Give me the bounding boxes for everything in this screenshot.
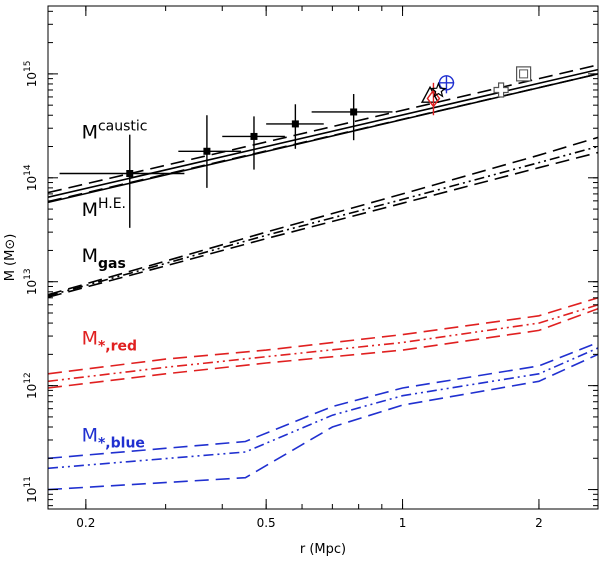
y-tick-base: 10 — [25, 488, 39, 503]
plot-frame — [47, 5, 599, 510]
data-point-binned-data — [222, 116, 285, 170]
x-tick-label: 1 — [399, 516, 407, 530]
y-tick-label: 1015 — [23, 61, 39, 88]
series-line-gas — [48, 145, 598, 297]
x-tick-label: 0.5 — [257, 516, 276, 530]
curve-label-sub: *,blue — [98, 436, 145, 452]
marker-filled-square — [250, 132, 258, 140]
series-line--red-upper — [48, 297, 598, 375]
axes-layer — [47, 5, 599, 510]
y-tick-exp: 15 — [23, 61, 33, 72]
curve-label-caustic: Mcaustic — [82, 118, 148, 143]
series-line--red — [48, 304, 598, 383]
y-tick-label-text: 1011 — [23, 476, 39, 503]
data-point-binned-data — [311, 94, 393, 141]
series-line-h-e- — [48, 73, 598, 204]
series-line--blue-upper — [48, 341, 598, 460]
y-axis-title: M (M⊙) — [3, 234, 18, 282]
x-tick-label: 2 — [535, 516, 543, 530]
y-tick-exp: 11 — [23, 476, 33, 487]
data-point-binned-data — [178, 115, 242, 188]
x-tick-label: 0.2 — [76, 516, 95, 530]
marker-star — [430, 81, 447, 98]
y-tick-base: 10 — [25, 176, 39, 191]
curve-label-gas: Mgas — [82, 245, 126, 272]
y-tick-exp: 13 — [23, 268, 33, 279]
curve-label--red: M*,red — [82, 327, 137, 354]
y-tick-exp: 12 — [23, 372, 33, 383]
y-tick-label-text: 1012 — [23, 372, 39, 399]
x-axis-title: r (Mpc) — [300, 542, 346, 557]
marker-filled-square — [291, 120, 299, 128]
curve-label--blue: M*,blue — [82, 425, 145, 452]
marker-square-inner — [519, 69, 529, 79]
curve-label-sub: gas — [98, 256, 126, 272]
curve-label-base: M — [82, 327, 98, 349]
series-line-gas-upper — [48, 136, 598, 296]
y-tick-base: 10 — [25, 72, 39, 87]
curve-label-base: M — [82, 199, 98, 221]
series-line-gas-lower — [48, 151, 598, 298]
marker-cross — [493, 82, 509, 98]
y-tick-label: 1013 — [23, 268, 39, 295]
curve-label-h-e-: MH.E. — [82, 196, 126, 221]
data-point-star — [430, 81, 447, 98]
marker-filled-square — [350, 108, 358, 116]
data-point-cross — [493, 82, 509, 98]
marker-square — [516, 66, 532, 82]
curve-label-sup: H.E. — [98, 196, 126, 212]
data-point-binned-data — [59, 134, 185, 228]
data-point-binned-data — [266, 104, 324, 149]
curve-label-base: M — [82, 121, 98, 143]
y-tick-label: 1011 — [23, 476, 39, 503]
curve-label-sub: *,red — [98, 338, 137, 354]
series-layer — [48, 64, 598, 491]
y-tick-label: 1012 — [23, 372, 39, 399]
curve-label-base: M — [82, 245, 98, 267]
marker-circle — [438, 75, 455, 91]
y-axis-title-text: M (M⊙) — [3, 234, 18, 282]
y-tick-label-text: 1015 — [23, 61, 39, 88]
marker-filled-square — [126, 169, 134, 177]
y-tick-base: 10 — [25, 280, 39, 295]
series-line--blue — [48, 347, 598, 470]
y-tick-base: 10 — [25, 384, 39, 399]
points-layer — [59, 66, 532, 228]
series-line-caustic-upper — [48, 64, 598, 194]
series-line--red-lower — [48, 307, 598, 389]
y-tick-exp: 14 — [23, 164, 33, 176]
curve-label-sup: caustic — [98, 118, 148, 134]
y-tick-label: 1014 — [23, 164, 39, 191]
curve-label-base: M — [82, 425, 98, 447]
series-line--blue-lower — [48, 353, 598, 491]
y-tick-label-text: 1013 — [23, 268, 39, 295]
y-tick-label-text: 1014 — [23, 164, 39, 191]
data-point-square — [516, 66, 532, 82]
marker-filled-square — [203, 147, 211, 155]
marker-diamond — [426, 89, 441, 108]
data-point-circle — [438, 75, 455, 94]
